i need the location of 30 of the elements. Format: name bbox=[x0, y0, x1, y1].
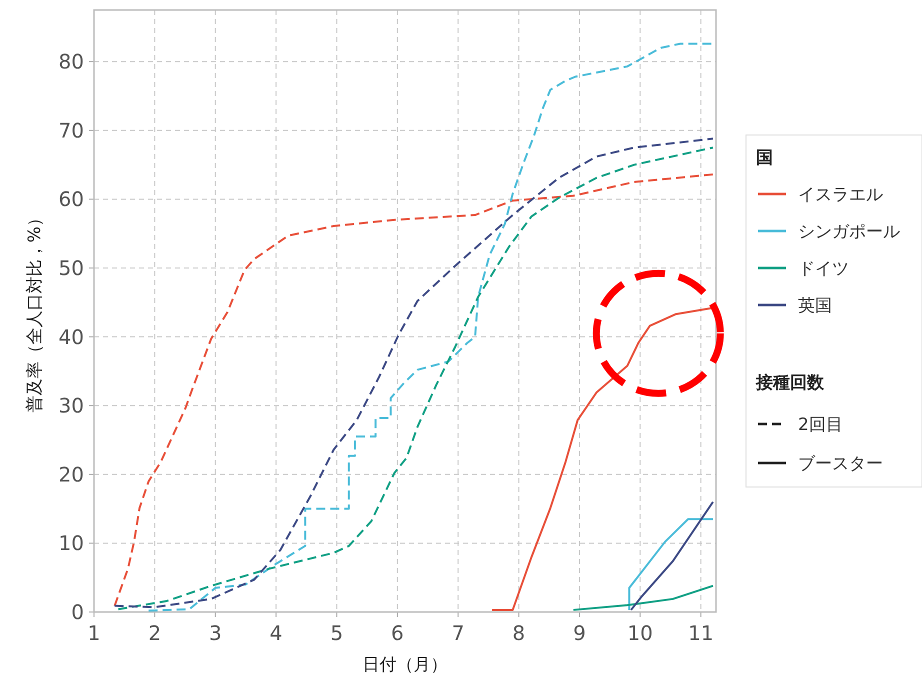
x-tick-label: 10 bbox=[627, 621, 653, 645]
y-tick-label: 20 bbox=[58, 462, 84, 486]
y-tick-label: 70 bbox=[58, 118, 84, 142]
y-tick-label: 50 bbox=[58, 256, 84, 280]
x-tick-label: 9 bbox=[573, 621, 586, 645]
x-tick-label: 8 bbox=[512, 621, 526, 645]
y-tick-label: 80 bbox=[58, 50, 84, 74]
x-tick-label: 2 bbox=[148, 621, 162, 645]
x-tick-label: 5 bbox=[330, 621, 344, 645]
text: ブースター bbox=[798, 454, 883, 474]
y-tick-label: 40 bbox=[58, 324, 84, 349]
x-tick-label: 3 bbox=[209, 621, 222, 645]
x-tick-label: 6 bbox=[391, 621, 404, 645]
legend-label: 英国 bbox=[798, 296, 832, 316]
x-tick-label: 11 bbox=[688, 621, 714, 645]
legend-label: ドイツ bbox=[798, 259, 849, 279]
x-axis-title: 日付（月） bbox=[362, 655, 448, 675]
text: 接種回数 bbox=[755, 373, 825, 393]
y-axis-title: 普及率（全人口対比，%） bbox=[25, 209, 45, 413]
x-tick-label: 1 bbox=[88, 621, 100, 645]
x-tick-label: 4 bbox=[270, 621, 282, 645]
y-tick-label: 30 bbox=[58, 394, 84, 418]
y-tick-label: 60 bbox=[58, 187, 84, 212]
legend-label: イスラエル bbox=[798, 185, 883, 205]
x-tick-label: 7 bbox=[452, 621, 464, 645]
y-tick-label: 10 bbox=[58, 531, 84, 556]
legend-title: 国 bbox=[756, 148, 773, 168]
y-tick-label: 0 bbox=[71, 600, 84, 624]
text: 2回目 bbox=[798, 415, 843, 435]
legend-label: シンガポール bbox=[798, 222, 900, 242]
